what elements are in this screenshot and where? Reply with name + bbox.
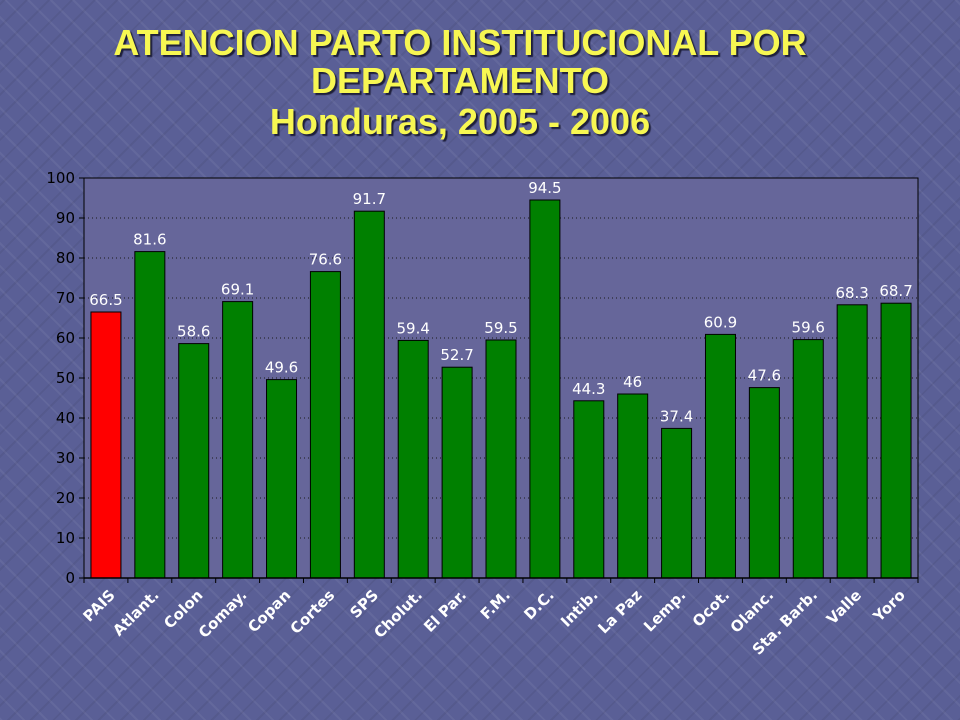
- bar: [397, 339, 429, 579]
- x-category-label: Comay.: [195, 586, 251, 642]
- data-label: 94.5: [528, 179, 561, 197]
- bar: [661, 427, 693, 579]
- y-tick-label: 10: [56, 529, 75, 547]
- data-label: 68.3: [835, 284, 868, 302]
- data-label: 76.6: [309, 251, 342, 269]
- y-tick-label: 50: [56, 369, 75, 387]
- data-label: 60.9: [704, 313, 737, 331]
- x-category-label: SPS: [346, 586, 382, 622]
- data-label: 49.6: [265, 359, 298, 377]
- bar: [353, 210, 385, 579]
- bar: [792, 339, 824, 579]
- y-tick-label: 70: [56, 289, 75, 307]
- bar: [880, 302, 912, 579]
- y-tick-label: 20: [56, 489, 75, 507]
- x-category-label: F.M.: [477, 586, 514, 623]
- y-tick-label: 100: [46, 169, 75, 187]
- bar: [134, 251, 166, 579]
- bar: [573, 400, 605, 579]
- data-label: 59.6: [792, 319, 825, 337]
- x-category-label: El Par.: [420, 586, 470, 636]
- bar: [529, 199, 561, 579]
- data-label: 37.4: [660, 407, 693, 425]
- y-tick-label: 40: [56, 409, 75, 427]
- bar: [617, 393, 649, 579]
- bars: 66.5 81.6 58.6 69.1 49.6 76.6 91.7 59.4 52.7 59.5…: [89, 179, 913, 579]
- data-label: 59.5: [484, 319, 517, 337]
- bar: [178, 343, 210, 579]
- x-category-label: Cholut.: [370, 586, 426, 642]
- data-label: 46: [623, 373, 642, 391]
- data-label: 81.6: [133, 231, 166, 249]
- bar: [266, 379, 298, 579]
- x-category-label: Lemp.: [640, 586, 689, 635]
- y-tick-label: 90: [56, 209, 75, 227]
- data-label: 44.3: [572, 380, 605, 398]
- data-label: 52.7: [440, 346, 473, 364]
- bar: [836, 304, 868, 579]
- title-line-2: DEPARTAMENTO: [310, 60, 609, 101]
- bar: [485, 339, 517, 579]
- x-category-label: Cortes: [287, 586, 339, 638]
- data-label: 59.4: [397, 319, 430, 337]
- data-label: 68.7: [879, 282, 912, 300]
- chart-title: ATENCION PARTO INSTITUCIONAL POR DEPARTA…: [60, 24, 860, 142]
- x-category-label: Atlant.: [109, 586, 162, 639]
- title-line-3: Honduras, 2005 - 2006: [269, 101, 651, 142]
- data-label: 58.6: [177, 323, 210, 341]
- data-label: 91.7: [353, 190, 386, 208]
- data-label: 69.1: [221, 281, 254, 299]
- x-category-label: Valle: [823, 586, 865, 628]
- y-tick-label: 0: [65, 569, 75, 587]
- y-axis: 0 10 20 30 40 50 60 70 80 90 100: [46, 169, 85, 587]
- x-category-label: Yoro: [869, 586, 909, 626]
- data-label: 66.5: [89, 291, 122, 309]
- y-tick-label: 30: [56, 449, 75, 467]
- bar: [222, 301, 254, 579]
- bar: [748, 387, 780, 579]
- data-label: 47.6: [748, 367, 781, 385]
- bar: [90, 311, 122, 579]
- y-tick-label: 80: [56, 249, 75, 267]
- bar: [309, 271, 341, 579]
- y-tick-label: 60: [56, 329, 75, 347]
- x-category-label: La Paz: [594, 586, 645, 637]
- x-category-label: Copan: [244, 586, 294, 636]
- title-line-1: ATENCION PARTO INSTITUCIONAL POR: [113, 22, 807, 63]
- bar: [704, 333, 736, 579]
- bar: [441, 366, 473, 579]
- x-category-label: D.C.: [520, 586, 557, 623]
- x-category-label: PAIS: [79, 586, 118, 625]
